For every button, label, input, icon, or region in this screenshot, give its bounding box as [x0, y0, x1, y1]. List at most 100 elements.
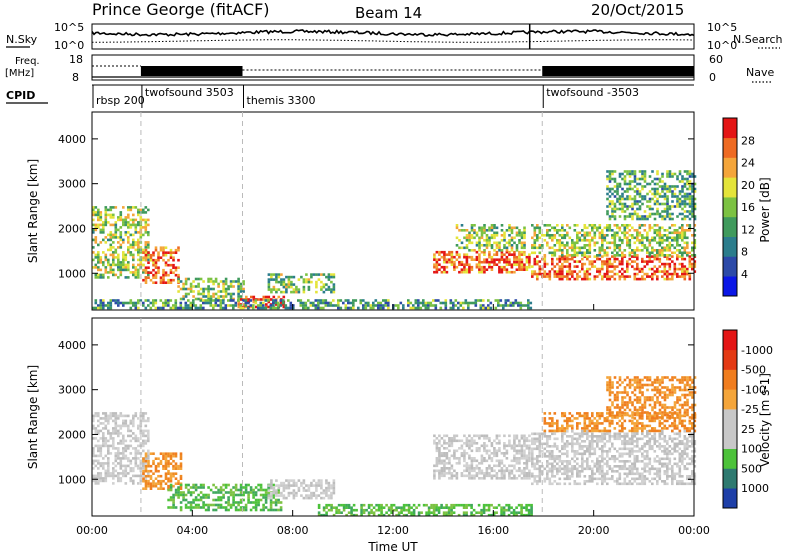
echo-cell	[147, 419, 150, 423]
echo-cell	[553, 455, 557, 458]
echo-cell	[591, 472, 594, 476]
echo-cell	[608, 257, 612, 261]
echo-cell	[149, 484, 153, 488]
echo-cell	[409, 306, 413, 310]
echo-cell	[618, 435, 622, 438]
echo-cell	[483, 477, 486, 480]
echo-cell	[104, 236, 108, 239]
echo-cell	[583, 450, 587, 453]
echo-cell	[465, 467, 469, 470]
echo-cell	[656, 229, 659, 232]
echo-cell	[285, 486, 288, 490]
echo-cell	[598, 435, 602, 438]
echo-cell	[528, 457, 531, 460]
echo-cell	[315, 283, 318, 286]
echo-cell	[548, 482, 552, 486]
echo-cell	[365, 508, 368, 512]
echo-cell	[601, 231, 604, 235]
echo-cell	[229, 292, 233, 296]
echo-cell	[137, 251, 140, 254]
echo-cell	[432, 511, 436, 514]
echo-cell	[623, 231, 627, 235]
echo-cell	[551, 239, 554, 242]
echo-cell	[568, 460, 572, 463]
echo-cell	[144, 429, 148, 433]
echo-cell	[272, 508, 275, 512]
echo-cell	[453, 268, 456, 271]
echo-cell	[99, 211, 103, 214]
echo-cell	[628, 465, 632, 468]
echo-cell	[653, 254, 657, 257]
echo-cell	[678, 197, 682, 201]
echo-cell	[367, 506, 371, 509]
echo-cell	[149, 253, 153, 257]
echo-cell	[468, 464, 471, 468]
echo-cell	[142, 432, 145, 435]
echo-cell	[162, 464, 165, 468]
echo-cell	[508, 474, 511, 478]
echo-cell	[658, 226, 662, 230]
echo-cell	[490, 224, 494, 227]
echo-cell	[219, 306, 223, 310]
echo-cell	[503, 258, 506, 261]
echo-cell	[641, 455, 644, 458]
echo-cell	[99, 216, 103, 219]
echo-cell	[267, 491, 270, 494]
echo-cell	[551, 226, 554, 230]
echo-cell	[678, 172, 682, 176]
echo-cell	[287, 484, 291, 487]
echo-cell	[222, 282, 225, 286]
echo-cell	[661, 175, 664, 178]
echo-cell	[242, 498, 245, 502]
echo-cell	[129, 452, 133, 455]
echo-cell	[490, 444, 494, 448]
echo-cell	[270, 494, 273, 497]
echo-cell	[320, 484, 323, 487]
echo-cell	[623, 177, 627, 181]
echo-cell	[134, 273, 138, 277]
echo-cell	[325, 489, 328, 492]
echo-cell	[460, 452, 464, 455]
echo-cell	[566, 231, 569, 235]
echo-cell	[533, 475, 537, 478]
echo-cell	[683, 267, 687, 271]
echo-cell	[322, 506, 326, 509]
echo-cell	[536, 462, 539, 466]
echo-cell	[538, 480, 542, 483]
echo-cell	[548, 246, 552, 250]
echo-cell	[520, 454, 524, 458]
echo-cell	[688, 180, 692, 183]
echo-cell	[683, 234, 687, 237]
echo-cell	[528, 472, 531, 475]
echo-cell	[588, 455, 592, 458]
echo-cell	[527, 301, 530, 305]
echo-cell	[332, 479, 336, 482]
echo-cell	[169, 271, 173, 274]
echo-cell	[468, 255, 471, 259]
echo-cell	[691, 257, 694, 261]
echo-cell	[102, 223, 105, 227]
echo-cell	[214, 491, 218, 494]
echo-cell	[412, 304, 415, 307]
echo-cell	[616, 200, 619, 203]
echo-cell	[691, 254, 694, 257]
echo-cell	[503, 253, 506, 256]
echo-cell	[152, 484, 155, 488]
echo-cell	[147, 218, 150, 222]
echo-cell	[182, 306, 185, 310]
echo-cell	[628, 205, 632, 208]
echo-cell	[449, 299, 453, 302]
echo-cell	[691, 241, 694, 245]
echo-cell	[109, 452, 113, 455]
echo-cell	[591, 445, 594, 448]
echo-cell	[127, 472, 130, 475]
echo-cell	[94, 474, 98, 478]
echo-cell	[666, 210, 669, 213]
echo-cell	[169, 496, 173, 499]
echo-cell	[330, 491, 333, 495]
echo-cell	[505, 469, 509, 473]
echo-cell	[267, 283, 271, 286]
echo-cell	[656, 212, 659, 216]
echo-cell	[531, 472, 534, 476]
echo-cell	[628, 241, 632, 245]
